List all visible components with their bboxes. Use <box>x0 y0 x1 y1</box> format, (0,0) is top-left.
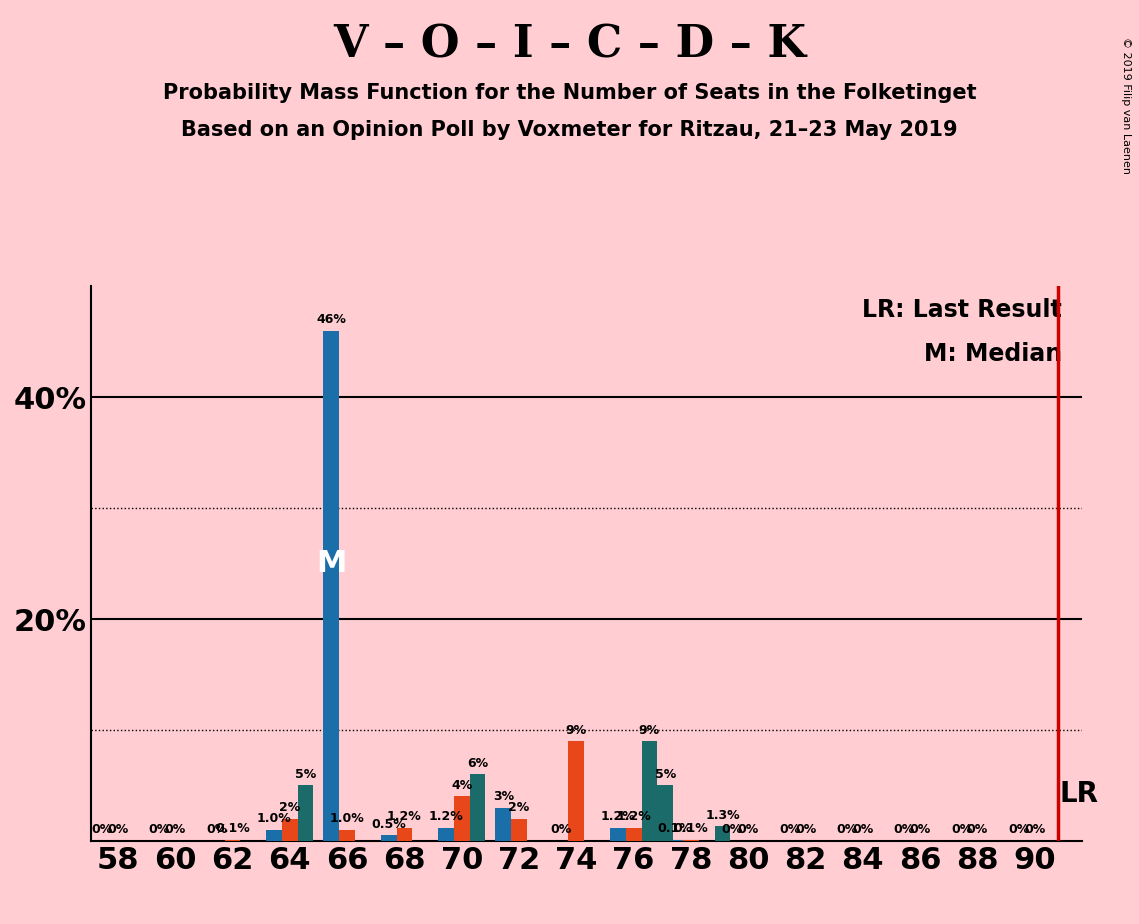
Text: 5%: 5% <box>655 768 675 781</box>
Text: 0%: 0% <box>206 823 228 836</box>
Text: 0%: 0% <box>91 823 113 836</box>
Bar <box>439 828 453 841</box>
Text: 5%: 5% <box>295 768 317 781</box>
Bar <box>683 840 699 841</box>
Text: Based on an Opinion Poll by Voxmeter for Ritzau, 21–23 May 2019: Based on an Opinion Poll by Voxmeter for… <box>181 120 958 140</box>
Text: 1.2%: 1.2% <box>616 810 652 823</box>
Text: LR: LR <box>1060 780 1099 808</box>
Text: V – O – I – C – D – K: V – O – I – C – D – K <box>333 23 806 67</box>
Bar <box>297 785 313 841</box>
Bar <box>396 828 412 841</box>
Text: 0%: 0% <box>795 823 817 836</box>
Text: 46%: 46% <box>317 313 346 326</box>
Bar <box>339 830 355 841</box>
Text: 2%: 2% <box>279 801 301 814</box>
Text: 0%: 0% <box>107 823 129 836</box>
Bar <box>611 828 625 841</box>
Text: 0%: 0% <box>852 823 874 836</box>
Text: 0%: 0% <box>894 823 915 836</box>
Text: 0%: 0% <box>550 823 571 836</box>
Text: 0.1%: 0.1% <box>673 822 708 835</box>
Text: © 2019 Filip van Laenen: © 2019 Filip van Laenen <box>1121 37 1131 174</box>
Bar <box>511 819 527 841</box>
Text: 0.1%: 0.1% <box>215 822 249 835</box>
Text: 0%: 0% <box>967 823 989 836</box>
Text: 1.0%: 1.0% <box>330 812 364 825</box>
Bar <box>568 741 584 841</box>
Text: 0%: 0% <box>722 823 743 836</box>
Text: Probability Mass Function for the Number of Seats in the Folketinget: Probability Mass Function for the Number… <box>163 83 976 103</box>
Bar <box>641 741 657 841</box>
Text: 0%: 0% <box>1024 823 1046 836</box>
Bar <box>380 835 396 841</box>
Text: M: Median: M: Median <box>924 342 1063 366</box>
Text: 1.0%: 1.0% <box>256 812 292 825</box>
Text: 0%: 0% <box>836 823 858 836</box>
Bar <box>667 840 683 841</box>
Bar <box>625 828 641 841</box>
Bar <box>469 774 485 841</box>
Bar <box>224 840 240 841</box>
Text: 2%: 2% <box>508 801 530 814</box>
Text: 0%: 0% <box>738 823 759 836</box>
Bar <box>495 808 511 841</box>
Text: 0%: 0% <box>1008 823 1030 836</box>
Bar <box>267 830 282 841</box>
Bar <box>657 785 673 841</box>
Text: 0%: 0% <box>951 823 973 836</box>
Text: 1.3%: 1.3% <box>705 809 739 822</box>
Text: 3%: 3% <box>493 790 514 803</box>
Text: 9%: 9% <box>639 723 659 736</box>
Text: 0.1%: 0.1% <box>658 822 693 835</box>
Text: 1.2%: 1.2% <box>387 810 421 823</box>
Text: 1.2%: 1.2% <box>600 810 636 823</box>
Text: 0.5%: 0.5% <box>371 818 405 831</box>
Text: 0%: 0% <box>779 823 801 836</box>
Text: 9%: 9% <box>566 723 587 736</box>
Text: M: M <box>317 549 346 578</box>
Bar <box>714 826 730 841</box>
Text: 0%: 0% <box>910 823 931 836</box>
Text: LR: Last Result: LR: Last Result <box>862 298 1063 322</box>
Text: 4%: 4% <box>451 779 473 792</box>
Text: 1.2%: 1.2% <box>428 810 464 823</box>
Text: 0%: 0% <box>165 823 186 836</box>
Text: 0%: 0% <box>149 823 170 836</box>
Bar <box>323 331 339 841</box>
Bar <box>282 819 297 841</box>
Text: 6%: 6% <box>467 757 487 770</box>
Bar <box>453 796 469 841</box>
